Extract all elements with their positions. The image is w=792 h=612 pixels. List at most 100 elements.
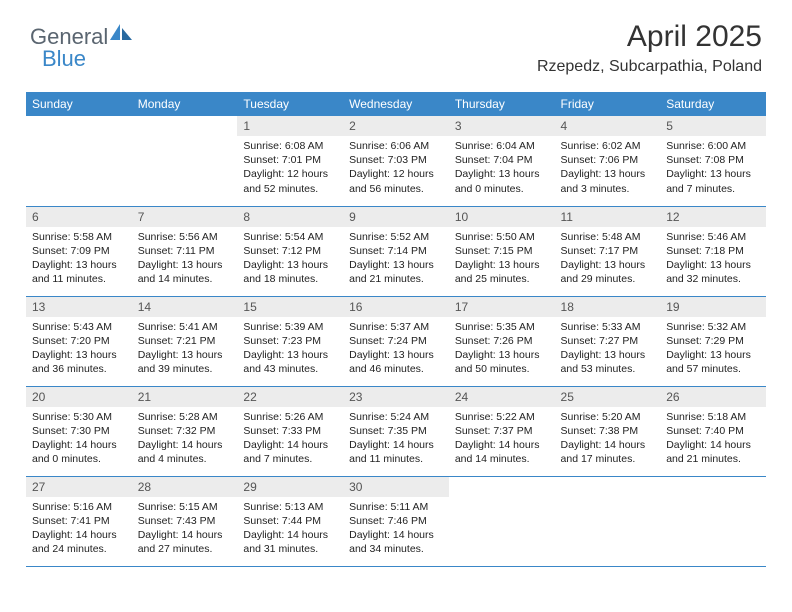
sunrise-line: Sunrise: 5:41 AM [138,320,232,334]
sunrise-line: Sunrise: 5:48 AM [561,230,655,244]
sunset-line: Sunset: 7:24 PM [349,334,443,348]
daylight-line: Daylight: 13 hours and 18 minutes. [243,258,337,286]
calendar-body: 1Sunrise: 6:08 AMSunset: 7:01 PMDaylight… [26,116,766,566]
calendar-day-cell: 25Sunrise: 5:20 AMSunset: 7:38 PMDayligh… [555,386,661,476]
day-content: Sunrise: 5:28 AMSunset: 7:32 PMDaylight:… [132,407,238,473]
day-content: Sunrise: 5:11 AMSunset: 7:46 PMDaylight:… [343,497,449,563]
daylight-line: Daylight: 13 hours and 7 minutes. [666,167,760,195]
calendar-week-row: 13Sunrise: 5:43 AMSunset: 7:20 PMDayligh… [26,296,766,386]
calendar-day-cell: 14Sunrise: 5:41 AMSunset: 7:21 PMDayligh… [132,296,238,386]
sunrise-line: Sunrise: 5:22 AM [455,410,549,424]
day-number: 22 [237,387,343,407]
daylight-line: Daylight: 13 hours and 11 minutes. [32,258,126,286]
calendar-day-cell: 12Sunrise: 5:46 AMSunset: 7:18 PMDayligh… [660,206,766,296]
calendar-day-cell: 1Sunrise: 6:08 AMSunset: 7:01 PMDaylight… [237,116,343,206]
calendar-week-row: 6Sunrise: 5:58 AMSunset: 7:09 PMDaylight… [26,206,766,296]
day-content: Sunrise: 5:13 AMSunset: 7:44 PMDaylight:… [237,497,343,563]
calendar-day-cell: 20Sunrise: 5:30 AMSunset: 7:30 PMDayligh… [26,386,132,476]
calendar-day-cell: 10Sunrise: 5:50 AMSunset: 7:15 PMDayligh… [449,206,555,296]
day-number: 17 [449,297,555,317]
daylight-line: Daylight: 13 hours and 43 minutes. [243,348,337,376]
calendar-empty-cell [132,116,238,206]
sunset-line: Sunset: 7:29 PM [666,334,760,348]
day-content: Sunrise: 5:37 AMSunset: 7:24 PMDaylight:… [343,317,449,383]
page-title: April 2025 [537,20,762,54]
sunrise-line: Sunrise: 5:26 AM [243,410,337,424]
daylight-line: Daylight: 14 hours and 31 minutes. [243,528,337,556]
sunset-line: Sunset: 7:17 PM [561,244,655,258]
sunset-line: Sunset: 7:11 PM [138,244,232,258]
daylight-line: Daylight: 12 hours and 52 minutes. [243,167,337,195]
calendar-week-row: 27Sunrise: 5:16 AMSunset: 7:41 PMDayligh… [26,476,766,566]
day-content: Sunrise: 6:08 AMSunset: 7:01 PMDaylight:… [237,136,343,202]
sunrise-line: Sunrise: 5:54 AM [243,230,337,244]
day-content: Sunrise: 5:52 AMSunset: 7:14 PMDaylight:… [343,227,449,293]
weekday-header: Friday [555,92,661,116]
daylight-line: Daylight: 13 hours and 14 minutes. [138,258,232,286]
calendar-day-cell: 9Sunrise: 5:52 AMSunset: 7:14 PMDaylight… [343,206,449,296]
day-content: Sunrise: 5:20 AMSunset: 7:38 PMDaylight:… [555,407,661,473]
day-number: 9 [343,207,449,227]
sunset-line: Sunset: 7:37 PM [455,424,549,438]
sunrise-line: Sunrise: 5:13 AM [243,500,337,514]
calendar-day-cell: 19Sunrise: 5:32 AMSunset: 7:29 PMDayligh… [660,296,766,386]
day-number: 11 [555,207,661,227]
calendar-day-cell: 8Sunrise: 5:54 AMSunset: 7:12 PMDaylight… [237,206,343,296]
daylight-line: Daylight: 14 hours and 11 minutes. [349,438,443,466]
sunrise-line: Sunrise: 5:20 AM [561,410,655,424]
daylight-line: Daylight: 14 hours and 27 minutes. [138,528,232,556]
day-number: 29 [237,477,343,497]
weekday-header: Thursday [449,92,555,116]
sunset-line: Sunset: 7:08 PM [666,153,760,167]
day-number: 7 [132,207,238,227]
day-number: 10 [449,207,555,227]
sunset-line: Sunset: 7:41 PM [32,514,126,528]
day-content: Sunrise: 5:16 AMSunset: 7:41 PMDaylight:… [26,497,132,563]
day-number: 5 [660,116,766,136]
day-number: 4 [555,116,661,136]
sunset-line: Sunset: 7:26 PM [455,334,549,348]
day-content: Sunrise: 6:06 AMSunset: 7:03 PMDaylight:… [343,136,449,202]
sunset-line: Sunset: 7:04 PM [455,153,549,167]
day-content: Sunrise: 5:58 AMSunset: 7:09 PMDaylight:… [26,227,132,293]
calendar-day-cell: 5Sunrise: 6:00 AMSunset: 7:08 PMDaylight… [660,116,766,206]
sunrise-line: Sunrise: 5:56 AM [138,230,232,244]
day-content: Sunrise: 5:26 AMSunset: 7:33 PMDaylight:… [237,407,343,473]
calendar-day-cell: 24Sunrise: 5:22 AMSunset: 7:37 PMDayligh… [449,386,555,476]
day-content: Sunrise: 5:56 AMSunset: 7:11 PMDaylight:… [132,227,238,293]
sunrise-line: Sunrise: 5:37 AM [349,320,443,334]
day-content: Sunrise: 5:35 AMSunset: 7:26 PMDaylight:… [449,317,555,383]
daylight-line: Daylight: 12 hours and 56 minutes. [349,167,443,195]
sunset-line: Sunset: 7:46 PM [349,514,443,528]
daylight-line: Daylight: 14 hours and 24 minutes. [32,528,126,556]
day-content: Sunrise: 6:02 AMSunset: 7:06 PMDaylight:… [555,136,661,202]
sunset-line: Sunset: 7:23 PM [243,334,337,348]
day-content: Sunrise: 5:46 AMSunset: 7:18 PMDaylight:… [660,227,766,293]
sunset-line: Sunset: 7:30 PM [32,424,126,438]
calendar-day-cell: 21Sunrise: 5:28 AMSunset: 7:32 PMDayligh… [132,386,238,476]
calendar-day-cell: 18Sunrise: 5:33 AMSunset: 7:27 PMDayligh… [555,296,661,386]
calendar-day-cell: 23Sunrise: 5:24 AMSunset: 7:35 PMDayligh… [343,386,449,476]
sunset-line: Sunset: 7:38 PM [561,424,655,438]
sunrise-line: Sunrise: 5:18 AM [666,410,760,424]
day-content: Sunrise: 5:48 AMSunset: 7:17 PMDaylight:… [555,227,661,293]
sunrise-line: Sunrise: 6:06 AM [349,139,443,153]
sunset-line: Sunset: 7:27 PM [561,334,655,348]
day-number: 14 [132,297,238,317]
day-number: 30 [343,477,449,497]
day-content: Sunrise: 5:33 AMSunset: 7:27 PMDaylight:… [555,317,661,383]
day-number: 27 [26,477,132,497]
logo-text-blue-wrap: Blue [42,46,86,72]
daylight-line: Daylight: 13 hours and 46 minutes. [349,348,443,376]
day-number: 24 [449,387,555,407]
sunset-line: Sunset: 7:32 PM [138,424,232,438]
calendar-table: SundayMondayTuesdayWednesdayThursdayFrid… [26,92,766,567]
sunset-line: Sunset: 7:09 PM [32,244,126,258]
header: April 2025 Rzepedz, Subcarpathia, Poland [537,20,762,76]
day-number: 20 [26,387,132,407]
daylight-line: Daylight: 13 hours and 25 minutes. [455,258,549,286]
calendar-empty-cell [660,476,766,566]
sunset-line: Sunset: 7:35 PM [349,424,443,438]
daylight-line: Daylight: 13 hours and 53 minutes. [561,348,655,376]
daylight-line: Daylight: 13 hours and 0 minutes. [455,167,549,195]
